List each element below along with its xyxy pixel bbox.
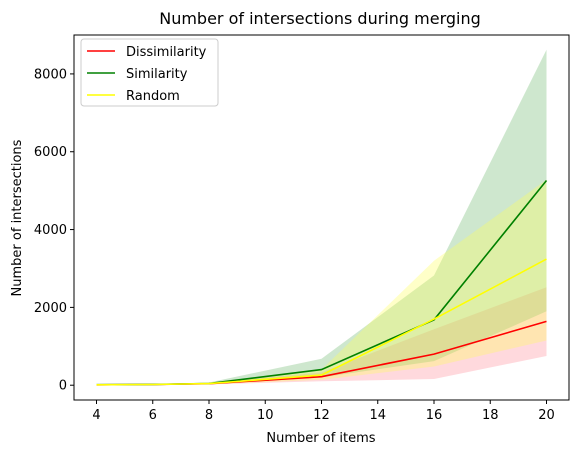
x-tick-label: 18 bbox=[482, 408, 499, 423]
legend-box bbox=[80, 38, 219, 107]
y-tick-label: 0 bbox=[59, 379, 67, 394]
y-tick-label: 2000 bbox=[34, 301, 67, 316]
random-band bbox=[96, 179, 547, 385]
x-tick-label: 6 bbox=[149, 408, 157, 423]
x-tick-label: 20 bbox=[538, 408, 555, 423]
chart-title: Number of intersections during merging bbox=[159, 9, 481, 28]
x-tick-label: 8 bbox=[205, 408, 213, 423]
random-line bbox=[96, 258, 547, 386]
similarity-band bbox=[96, 49, 547, 386]
x-axis-ticks: 4 6 8 10 12 14 16 18 20 bbox=[92, 400, 555, 423]
x-tick-label: 12 bbox=[313, 408, 330, 423]
x-axis-label: Number of items bbox=[266, 431, 375, 446]
x-tick-label: 4 bbox=[92, 408, 100, 423]
y-tick-label: 6000 bbox=[34, 145, 67, 160]
x-tick-label: 10 bbox=[257, 408, 274, 423]
y-tick-label: 4000 bbox=[34, 223, 67, 238]
dissimilarity-band bbox=[96, 287, 547, 385]
confidence-bands bbox=[96, 49, 547, 386]
similarity-legend-label: Similarity bbox=[126, 67, 188, 82]
dissimilarity-legend-label: Dissimilarity bbox=[126, 45, 207, 60]
x-tick-label: 16 bbox=[426, 408, 443, 423]
y-axis-ticks: 0 2000 4000 6000 8000 bbox=[34, 67, 74, 394]
y-axis-label: Number of intersections bbox=[10, 139, 25, 296]
legend: Dissimilarity Similarity Random bbox=[80, 38, 219, 107]
y-tick-label: 8000 bbox=[34, 67, 67, 82]
x-tick-label: 14 bbox=[369, 408, 386, 423]
random-legend-label: Random bbox=[126, 89, 180, 104]
series-lines bbox=[96, 179, 548, 386]
